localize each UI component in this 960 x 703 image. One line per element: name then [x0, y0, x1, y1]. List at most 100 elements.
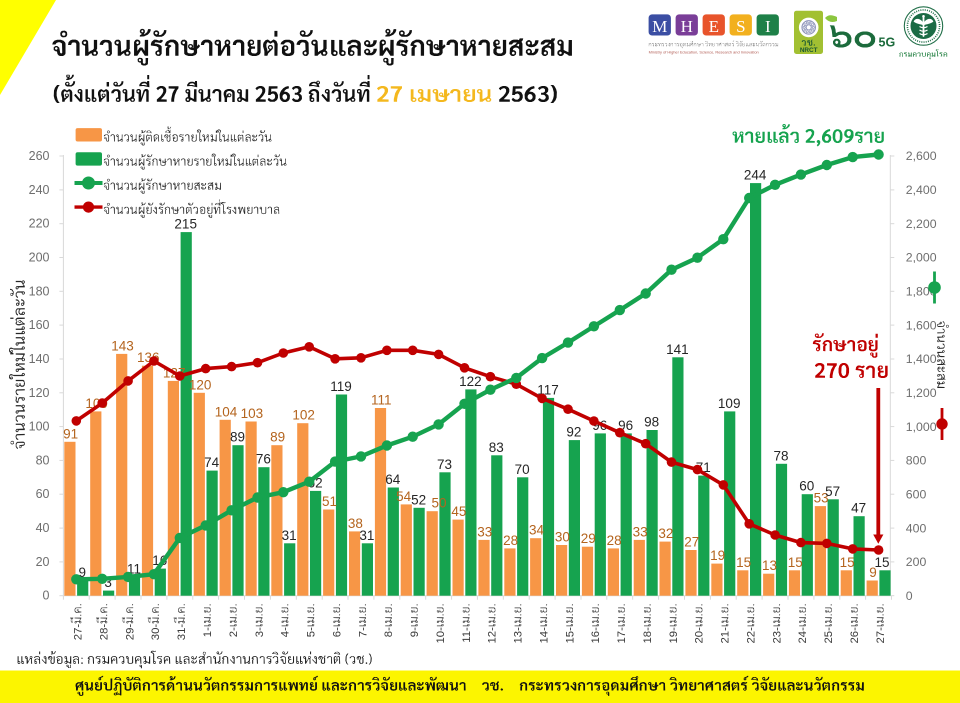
svg-text:102: 102 — [292, 408, 315, 423]
svg-text:9: 9 — [78, 565, 86, 580]
svg-text:27-: 27- — [875, 627, 887, 644]
svg-text:19-: 19- — [668, 627, 680, 644]
svg-text:31: 31 — [359, 528, 374, 543]
svg-text:73: 73 — [437, 457, 452, 472]
svg-text:260: 260 — [29, 149, 50, 163]
svg-text:141: 141 — [666, 342, 689, 357]
svg-text:54: 54 — [396, 489, 412, 504]
svg-text:2,400: 2,400 — [906, 183, 937, 197]
svg-text:60: 60 — [799, 479, 814, 494]
svg-text:140: 140 — [29, 352, 50, 366]
svg-text:215: 215 — [174, 217, 197, 232]
svg-text:30: 30 — [555, 530, 570, 545]
svg-text:74: 74 — [204, 455, 220, 470]
svg-text:3-: 3- — [254, 627, 266, 637]
svg-text:92: 92 — [566, 425, 581, 440]
svg-text:31: 31 — [282, 528, 297, 543]
svg-text:38: 38 — [348, 516, 363, 531]
svg-text:47: 47 — [851, 501, 866, 516]
svg-text:0: 0 — [906, 589, 913, 603]
svg-text:2,600: 2,600 — [906, 149, 937, 163]
svg-text:180: 180 — [29, 284, 50, 298]
svg-text:7-: 7- — [357, 627, 369, 637]
svg-text:27-: 27- — [73, 624, 85, 641]
svg-text:57: 57 — [825, 484, 840, 499]
svg-text:I: I — [765, 17, 771, 36]
svg-text:16-: 16- — [590, 627, 602, 644]
svg-text:32: 32 — [658, 526, 673, 541]
svg-text:Ministry of Higher Education,: Ministry of Higher Education, Science, R… — [649, 50, 759, 55]
svg-text:27: 27 — [684, 535, 699, 550]
svg-text:28: 28 — [607, 533, 622, 548]
svg-text:143: 143 — [111, 338, 134, 353]
svg-text:6-: 6- — [331, 627, 343, 637]
svg-text:10-: 10- — [435, 627, 447, 644]
svg-text:220: 220 — [29, 217, 50, 231]
svg-text:15: 15 — [788, 555, 803, 570]
svg-text:1,200: 1,200 — [906, 386, 937, 400]
svg-text:70: 70 — [515, 462, 530, 477]
svg-text:14-: 14- — [538, 627, 550, 644]
svg-text:119: 119 — [330, 379, 352, 394]
svg-text:98: 98 — [644, 415, 659, 430]
svg-text:29: 29 — [581, 531, 596, 546]
svg-text:23-: 23- — [771, 627, 783, 644]
svg-text:83: 83 — [489, 440, 504, 455]
svg-text:5-: 5- — [306, 627, 318, 637]
svg-text:33: 33 — [477, 524, 492, 539]
svg-text:9-: 9- — [409, 627, 421, 637]
svg-text:200: 200 — [29, 251, 50, 265]
svg-text:31-: 31- — [176, 624, 188, 641]
svg-text:9: 9 — [869, 565, 877, 580]
svg-text:22-: 22- — [746, 627, 758, 644]
svg-text:240: 240 — [29, 183, 50, 197]
svg-text:28-: 28- — [99, 624, 111, 641]
svg-text:600: 600 — [906, 487, 927, 501]
svg-text:1,600: 1,600 — [906, 318, 937, 332]
svg-text:122: 122 — [459, 374, 482, 389]
svg-text:50: 50 — [431, 496, 446, 511]
svg-text:20: 20 — [36, 555, 50, 569]
svg-text:89: 89 — [270, 430, 285, 445]
svg-text:104: 104 — [215, 404, 238, 419]
svg-text:17-: 17- — [616, 627, 628, 644]
svg-text:244: 244 — [744, 168, 767, 183]
svg-text:25-: 25- — [823, 627, 835, 644]
svg-text:11-: 11- — [461, 627, 473, 643]
svg-text:51: 51 — [322, 494, 337, 509]
svg-text:8-: 8- — [383, 627, 395, 637]
svg-text:13: 13 — [762, 558, 777, 573]
svg-text:120: 120 — [29, 386, 50, 400]
svg-text:21-: 21- — [720, 627, 732, 644]
svg-text:40: 40 — [36, 521, 50, 535]
svg-text:15: 15 — [736, 555, 751, 570]
svg-text:91: 91 — [63, 426, 78, 441]
svg-text:29-: 29- — [124, 624, 136, 641]
svg-text:1-: 1- — [202, 627, 214, 637]
svg-text:89: 89 — [230, 430, 245, 445]
svg-text:160: 160 — [29, 318, 50, 332]
svg-text:80: 80 — [36, 453, 50, 467]
svg-text:1,400: 1,400 — [906, 352, 937, 366]
svg-text:S: S — [736, 17, 745, 36]
svg-text:78: 78 — [773, 448, 788, 463]
svg-text:52: 52 — [411, 492, 426, 507]
svg-text:12-: 12- — [487, 627, 499, 644]
svg-text:60: 60 — [36, 487, 50, 501]
svg-text:33: 33 — [633, 524, 648, 539]
svg-text:2-: 2- — [228, 627, 240, 637]
svg-text:200: 200 — [906, 555, 927, 569]
svg-text:15-: 15- — [564, 627, 576, 644]
svg-text:111: 111 — [371, 393, 392, 408]
svg-text:2,000: 2,000 — [906, 251, 937, 265]
svg-text:M: M — [652, 17, 667, 36]
svg-text:2,200: 2,200 — [906, 217, 937, 231]
svg-text:30-: 30- — [150, 624, 162, 641]
svg-text:3: 3 — [104, 575, 112, 590]
svg-text:E: E — [709, 17, 719, 36]
svg-text:76: 76 — [256, 452, 271, 467]
svg-text:109: 109 — [718, 396, 741, 411]
svg-text:13-: 13- — [513, 627, 525, 644]
svg-text:1,000: 1,000 — [906, 420, 937, 434]
svg-text:15: 15 — [874, 555, 889, 570]
